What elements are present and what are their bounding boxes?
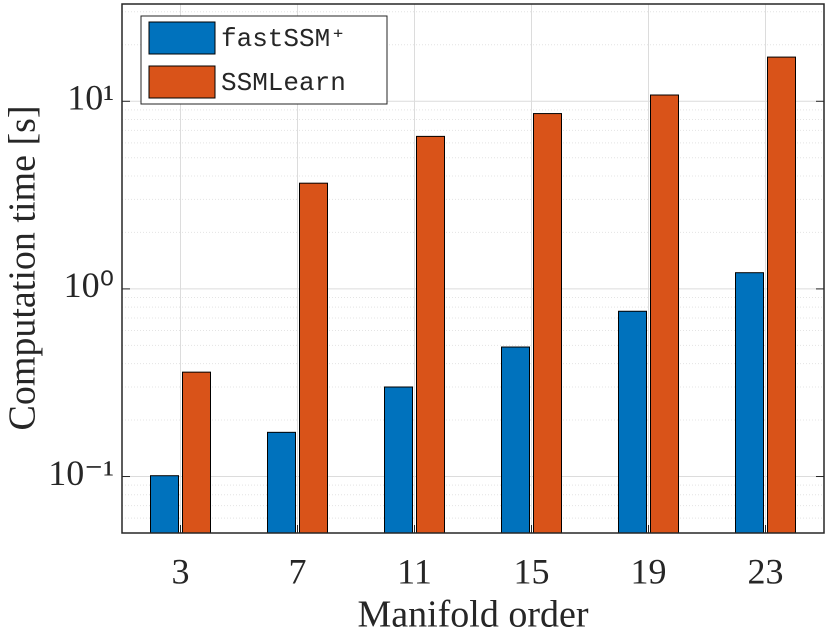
legend-swatch xyxy=(148,21,216,55)
x-tick-label: 15 xyxy=(514,551,550,591)
bar xyxy=(650,94,679,534)
x-tick-label: 19 xyxy=(631,551,667,591)
bar xyxy=(267,431,296,534)
x-tick-label: 7 xyxy=(289,551,307,591)
y-tick-label: 10⁰ xyxy=(64,265,114,305)
bar xyxy=(150,475,179,534)
legend-label: fastSSM⁺ xyxy=(221,24,346,54)
bar xyxy=(618,310,647,534)
bar xyxy=(416,135,445,534)
y-tick-label: 10⁻¹ xyxy=(48,453,114,493)
x-tick-label: 11 xyxy=(397,551,432,591)
y-tick-label: 10¹ xyxy=(67,78,114,118)
bar xyxy=(735,272,764,534)
y-axis-label: Computation time [s] xyxy=(2,105,44,430)
bar xyxy=(182,371,211,534)
bar xyxy=(767,56,796,534)
x-tick-label: 3 xyxy=(172,551,190,591)
bar xyxy=(501,346,530,534)
bar xyxy=(299,182,328,534)
bar xyxy=(533,113,562,534)
legend-swatch xyxy=(148,65,216,99)
plot-frame xyxy=(121,3,825,534)
bar xyxy=(384,386,413,534)
legend-label: SSMLearn xyxy=(221,68,346,98)
x-axis-label: Manifold order xyxy=(357,594,588,636)
x-tick-label: 23 xyxy=(748,551,784,591)
